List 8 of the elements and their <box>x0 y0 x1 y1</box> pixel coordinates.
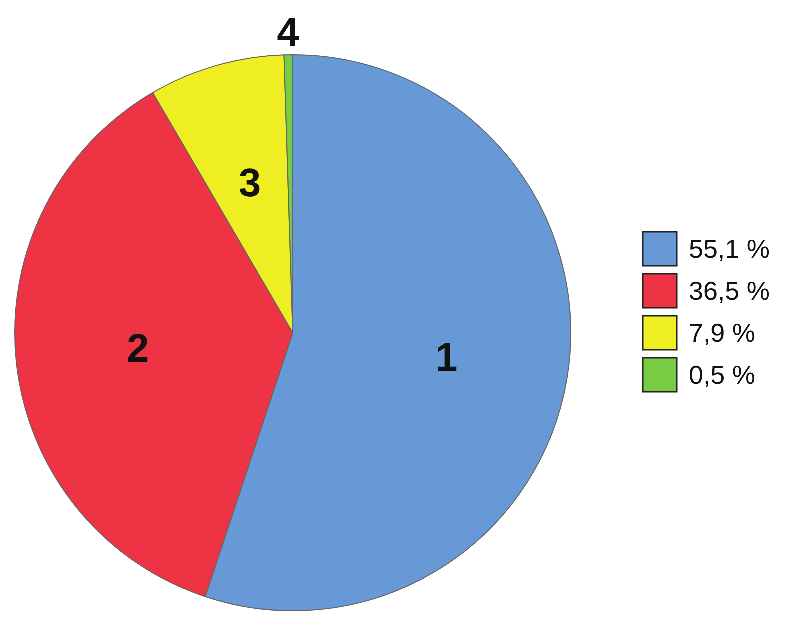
legend-label: 36,5 % <box>689 276 770 306</box>
text: 3 <box>238 161 262 206</box>
legend-label: 0,5 % <box>689 360 756 390</box>
legend-label: 55,1 % <box>689 234 770 264</box>
text: 1 <box>436 336 458 380</box>
text: 2 <box>127 327 150 372</box>
text: 4 <box>277 11 300 56</box>
legend-label: 7,9 % <box>689 318 756 348</box>
